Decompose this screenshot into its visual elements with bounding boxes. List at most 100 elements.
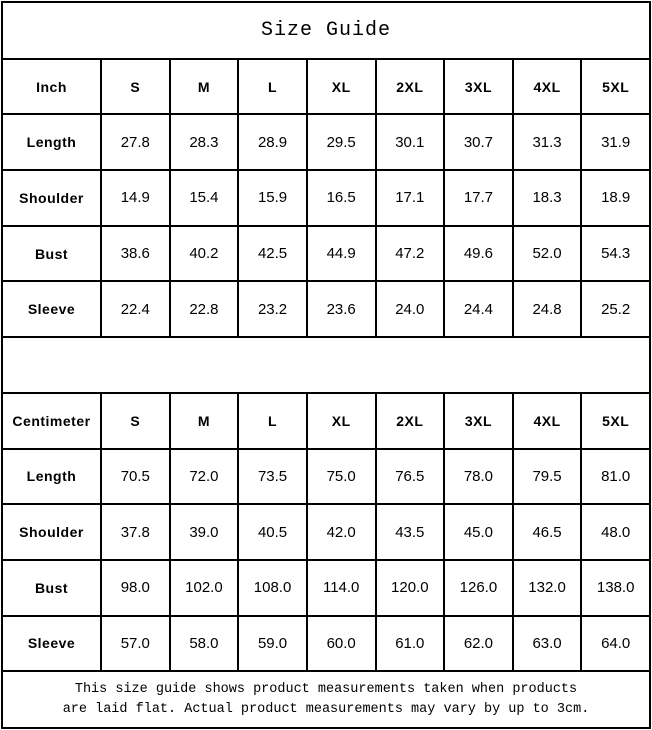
footer-note-line: are laid flat. Actual product measuremen… — [62, 701, 590, 717]
size-header-cell: M — [168, 57, 240, 116]
value-cell: 18.3 — [511, 169, 583, 227]
value-cell: 42.0 — [305, 503, 377, 561]
value-cell: 62.0 — [443, 614, 514, 673]
value-cell: 59.0 — [237, 614, 308, 673]
size-header-cell: 3XL — [443, 391, 514, 450]
value-cell: 17.7 — [443, 169, 514, 227]
value-cell: 15.9 — [237, 169, 308, 227]
table-row: Bust 38.6 40.2 42.5 44.9 47.2 49.6 52.0 … — [1, 224, 651, 283]
value-cell: 132.0 — [511, 558, 583, 617]
value-cell: 43.5 — [374, 503, 446, 561]
size-header-cell: 2XL — [374, 57, 446, 116]
value-cell: 27.8 — [100, 113, 171, 172]
row-label: Sleeve — [1, 280, 102, 339]
page-title: Size Guide — [1, 1, 651, 60]
table-row: Shoulder 37.8 39.0 40.5 42.0 43.5 45.0 4… — [1, 503, 651, 561]
unit-label-centimeter: Centimeter — [1, 391, 102, 450]
value-cell: 14.9 — [100, 169, 171, 227]
size-header-cell: L — [237, 391, 308, 450]
value-cell: 75.0 — [305, 447, 377, 506]
size-header-cell: XL — [305, 391, 377, 450]
value-cell: 16.5 — [305, 169, 377, 227]
value-cell: 45.0 — [443, 503, 514, 561]
value-cell: 52.0 — [511, 224, 583, 283]
value-cell: 126.0 — [443, 558, 514, 617]
value-cell: 48.0 — [580, 503, 651, 561]
value-cell: 23.2 — [237, 280, 308, 339]
row-label: Length — [1, 113, 102, 172]
spacer-row — [1, 336, 651, 394]
table-row: Sleeve 22.4 22.8 23.2 23.6 24.0 24.4 24.… — [1, 280, 651, 339]
value-cell: 120.0 — [374, 558, 446, 617]
value-cell: 70.5 — [100, 447, 171, 506]
value-cell: 61.0 — [374, 614, 446, 673]
size-header-cell: 4XL — [511, 391, 583, 450]
value-cell: 40.2 — [168, 224, 240, 283]
value-cell: 57.0 — [100, 614, 171, 673]
value-cell: 81.0 — [580, 447, 651, 506]
spacer-cell — [1, 336, 651, 394]
value-cell: 64.0 — [580, 614, 651, 673]
value-cell: 24.8 — [511, 280, 583, 339]
value-cell: 22.8 — [168, 280, 240, 339]
value-cell: 73.5 — [237, 447, 308, 506]
row-label: Shoulder — [1, 503, 102, 561]
value-cell: 28.9 — [237, 113, 308, 172]
table-row: Length 70.5 72.0 73.5 75.0 76.5 78.0 79.… — [1, 447, 651, 506]
value-cell: 24.0 — [374, 280, 446, 339]
value-cell: 54.3 — [580, 224, 651, 283]
value-cell: 18.9 — [580, 169, 651, 227]
size-header-cell: 5XL — [580, 57, 651, 116]
footer-note: This size guide shows product measuremen… — [1, 670, 651, 729]
value-cell: 24.4 — [443, 280, 514, 339]
table-row: Length 27.8 28.3 28.9 29.5 30.1 30.7 31.… — [1, 113, 651, 172]
table-row: Shoulder 14.9 15.4 15.9 16.5 17.1 17.7 1… — [1, 169, 651, 227]
row-label: Length — [1, 447, 102, 506]
footer-note-line: This size guide shows product measuremen… — [74, 681, 578, 697]
value-cell: 38.6 — [100, 224, 171, 283]
row-label: Sleeve — [1, 614, 102, 673]
value-cell: 17.1 — [374, 169, 446, 227]
size-header-cell: XL — [305, 57, 377, 116]
value-cell: 29.5 — [305, 113, 377, 172]
size-header-cell: 2XL — [374, 391, 446, 450]
value-cell: 102.0 — [168, 558, 240, 617]
table-row: Bust 98.0 102.0 108.0 114.0 120.0 126.0 … — [1, 558, 651, 617]
value-cell: 31.3 — [511, 113, 583, 172]
value-cell: 58.0 — [168, 614, 240, 673]
value-cell: 63.0 — [511, 614, 583, 673]
value-cell: 76.5 — [374, 447, 446, 506]
size-header-cell: 3XL — [443, 57, 514, 116]
row-label: Bust — [1, 558, 102, 617]
value-cell: 60.0 — [305, 614, 377, 673]
value-cell: 42.5 — [237, 224, 308, 283]
table-row: Sleeve 57.0 58.0 59.0 60.0 61.0 62.0 63.… — [1, 614, 651, 673]
value-cell: 114.0 — [305, 558, 377, 617]
value-cell: 31.9 — [580, 113, 651, 172]
unit-label-inch: Inch — [1, 57, 102, 116]
value-cell: 25.2 — [580, 280, 651, 339]
value-cell: 72.0 — [168, 447, 240, 506]
footer-row: This size guide shows product measuremen… — [1, 670, 651, 729]
row-label: Shoulder — [1, 169, 102, 227]
size-header-cell: 5XL — [580, 391, 651, 450]
value-cell: 49.6 — [443, 224, 514, 283]
value-cell: 108.0 — [237, 558, 308, 617]
title-row: Size Guide — [1, 1, 651, 60]
inch-header-row: Inch S M L XL 2XL 3XL 4XL 5XL — [1, 57, 651, 116]
value-cell: 46.5 — [511, 503, 583, 561]
row-label: Bust — [1, 224, 102, 283]
value-cell: 23.6 — [305, 280, 377, 339]
value-cell: 47.2 — [374, 224, 446, 283]
value-cell: 15.4 — [168, 169, 240, 227]
cm-header-row: Centimeter S M L XL 2XL 3XL 4XL 5XL — [1, 391, 651, 450]
value-cell: 98.0 — [100, 558, 171, 617]
size-header-cell: S — [100, 391, 171, 450]
value-cell: 28.3 — [168, 113, 240, 172]
value-cell: 30.1 — [374, 113, 446, 172]
value-cell: 44.9 — [305, 224, 377, 283]
size-header-cell: M — [168, 391, 240, 450]
size-header-cell: 4XL — [511, 57, 583, 116]
